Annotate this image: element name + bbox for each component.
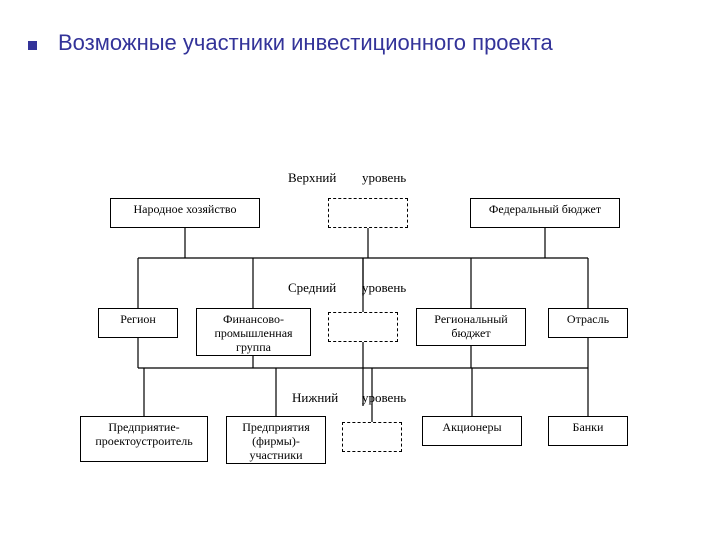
level-label-mid-right: уровень [362, 280, 406, 296]
node-mid-e: Отрасль [548, 308, 628, 338]
level-label-low-right: уровень [362, 390, 406, 406]
node-top-d [328, 198, 408, 228]
page-title: Возможные участники инвестиционного прое… [58, 30, 553, 56]
node-mid-d [328, 312, 398, 342]
node-low-b: Предприятия(фирмы)-участники [226, 416, 326, 464]
level-label-mid-left: Средний [288, 280, 336, 296]
level-label-low-left: Нижний [292, 390, 338, 406]
node-label: Региональныйбюджет [434, 313, 507, 341]
node-label: Банки [573, 421, 604, 435]
node-mid-a: Регион [98, 308, 178, 338]
level-label-top-left: Верхний [288, 170, 336, 186]
node-label: Отрасль [567, 313, 609, 327]
node-label: Предприятия(фирмы)-участники [242, 421, 310, 462]
node-mid-b: Финансово-промышленнаягруппа [196, 308, 311, 356]
node-mid-c: Региональныйбюджет [416, 308, 526, 346]
title-bullet [28, 41, 37, 50]
node-label: Регион [120, 313, 156, 327]
node-low-d [342, 422, 402, 452]
node-low-a: Предприятие-проектоустроитель [80, 416, 208, 462]
node-low-e: Банки [548, 416, 628, 446]
level-label-top-right: уровень [362, 170, 406, 186]
node-label: Финансово-промышленнаягруппа [214, 313, 292, 354]
node-top-b: Федеральный бюджет [470, 198, 620, 228]
node-label: Народное хозяйство [133, 203, 236, 217]
node-low-c: Акционеры [422, 416, 522, 446]
node-label: Федеральный бюджет [489, 203, 601, 217]
node-label: Предприятие-проектоустроитель [95, 421, 192, 449]
node-top-a: Народное хозяйство [110, 198, 260, 228]
node-label: Акционеры [442, 421, 501, 435]
